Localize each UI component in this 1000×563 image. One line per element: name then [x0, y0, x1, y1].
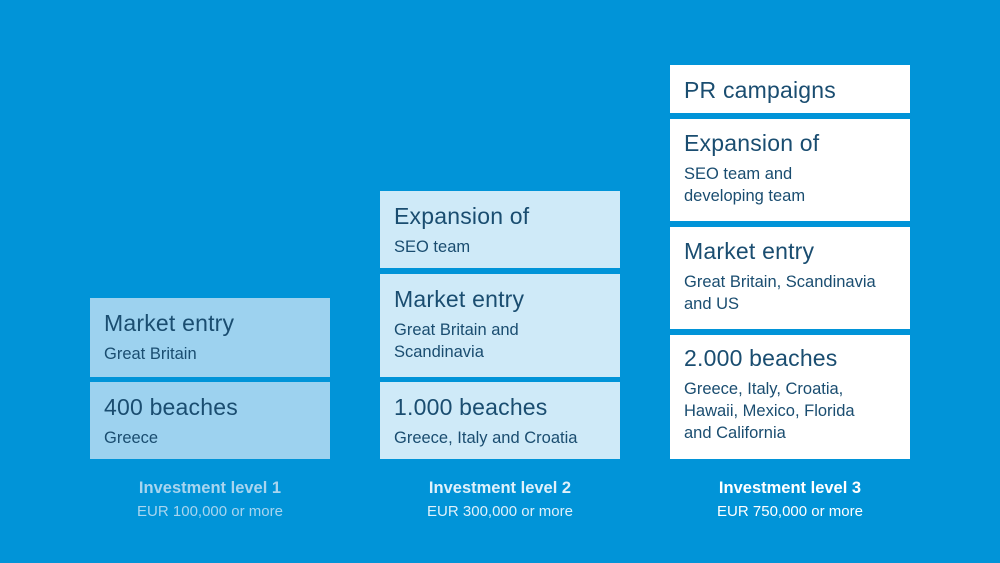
investment-level-label: Investment level 1 EUR 100,000 or more: [90, 478, 330, 521]
market-entry-box: Market entry Great Britain: [90, 298, 330, 377]
box-subtitle: Greece, Italy and Croatia: [394, 429, 578, 447]
box-title: 400 beaches: [104, 394, 238, 420]
investment-level-label: Investment level 3 EUR 750,000 or more: [670, 478, 910, 521]
box-subtitle: Great Britain and Scandinavia: [394, 321, 519, 361]
level-name: Investment level 3: [718, 479, 862, 497]
box-title: Market entry: [104, 310, 235, 336]
expansion-box: Expansion of SEO team: [380, 191, 620, 268]
beaches-box: 400 beaches Greece: [90, 382, 330, 459]
investment-level-label: Investment level 2 EUR 300,000 or more: [380, 478, 620, 521]
beaches-box: 1.000 beaches Greece, Italy and Croatia: [380, 382, 620, 459]
level-amount: EUR 750,000 or more: [717, 503, 863, 520]
level-name: Investment level 2: [428, 479, 572, 497]
level-name: Investment level 1: [138, 479, 282, 497]
expansion-box: Expansion of SEO team and developing tea…: [670, 119, 910, 221]
box-title: Market entry: [394, 286, 525, 312]
beaches-box: 2.000 beaches Greece, Italy, Croatia, Ha…: [670, 335, 910, 459]
box-subtitle: Greece, Italy, Croatia, Hawaii, Mexico, …: [684, 380, 855, 442]
box-subtitle: Greece: [104, 429, 159, 447]
box-subtitle: Great Britain: [104, 345, 197, 363]
box-subtitle: SEO team and developing team: [684, 165, 806, 205]
pr-campaigns-box: PR campaigns: [670, 65, 910, 113]
market-entry-box: Market entry Great Britain and Scandinav…: [380, 274, 620, 377]
box-title: PR campaigns: [684, 77, 836, 103]
box-subtitle: Great Britain, Scandinavia and US: [684, 273, 876, 313]
level-amount: EUR 100,000 or more: [137, 503, 283, 520]
level-amount: EUR 300,000 or more: [427, 503, 573, 520]
box-title: Expansion of: [684, 130, 820, 156]
box-title: Market entry: [684, 238, 815, 264]
box-title: 2.000 beaches: [684, 345, 838, 371]
market-entry-box: Market entry Great Britain, Scandinavia …: [670, 227, 910, 329]
box-title: 1.000 beaches: [394, 394, 548, 420]
box-title: Expansion of: [394, 203, 530, 229]
box-subtitle: SEO team: [394, 238, 471, 256]
